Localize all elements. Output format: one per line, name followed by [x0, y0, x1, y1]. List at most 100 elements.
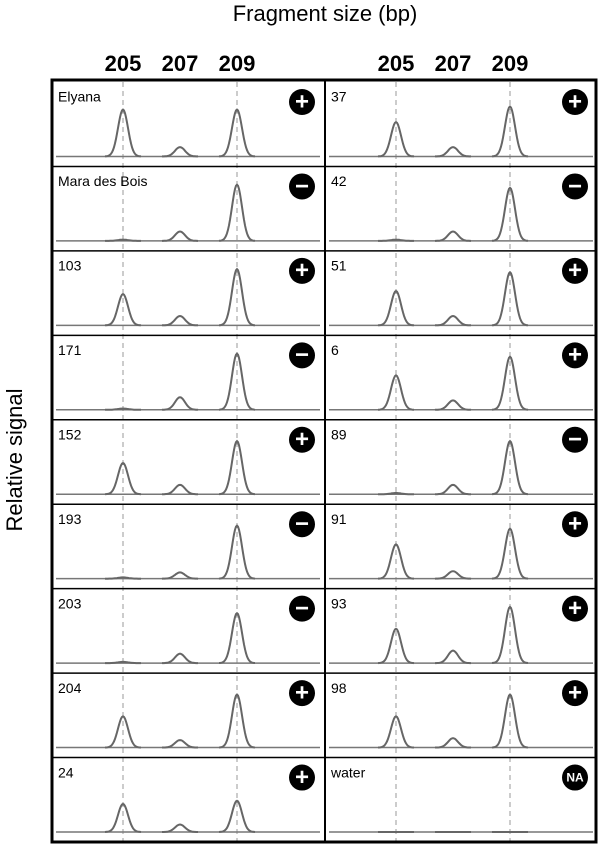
sample-label: water [330, 764, 366, 780]
peak [105, 576, 141, 580]
peak [105, 715, 141, 749]
call-symbol: + [295, 257, 309, 284]
peak [162, 146, 198, 158]
call-badge [289, 764, 315, 791]
call-badge [289, 426, 315, 453]
peak [378, 238, 414, 242]
call-symbol: + [568, 511, 582, 538]
peak [104, 108, 142, 158]
peak [492, 439, 528, 496]
peak [218, 524, 256, 580]
size-label: 205 [378, 51, 415, 76]
sample-label: Elyana [58, 89, 101, 105]
call-symbol: + [295, 679, 309, 706]
peak [377, 289, 415, 327]
call-badge [289, 595, 315, 622]
sample-label: 6 [331, 342, 339, 358]
call-badge [562, 342, 588, 369]
call-badge [562, 511, 588, 538]
peak [218, 693, 256, 749]
peak [491, 186, 529, 242]
peak [162, 230, 198, 242]
peak [491, 527, 529, 580]
size-label: 207 [162, 51, 199, 76]
call-symbol: + [295, 764, 309, 791]
peak [219, 439, 255, 496]
peak [162, 823, 198, 833]
peak [162, 739, 198, 749]
peak [105, 407, 141, 411]
call-symbol: − [568, 173, 582, 200]
peak [162, 483, 198, 496]
call-symbol: − [295, 173, 309, 200]
call-badge [562, 89, 588, 115]
call-badge [562, 426, 588, 453]
call-badge [289, 89, 315, 115]
call-badge [562, 764, 588, 791]
peak [491, 105, 529, 158]
call-badge [289, 680, 315, 707]
sample-label: 204 [58, 680, 82, 696]
call-badge [562, 680, 588, 707]
call-symbol: NA [566, 771, 584, 785]
peak [218, 183, 256, 242]
peak [162, 652, 198, 665]
peak [219, 267, 255, 327]
peak [105, 660, 141, 665]
peak [434, 399, 472, 411]
peak [161, 396, 199, 411]
call-badge [289, 511, 315, 538]
call-badge [562, 595, 588, 622]
call-symbol: + [568, 595, 582, 622]
sample-label: 93 [331, 595, 347, 611]
size-label: 205 [105, 51, 142, 76]
peak [491, 270, 529, 327]
peak [435, 230, 471, 242]
peak [161, 571, 199, 580]
sample-label: 203 [58, 595, 82, 611]
sample-label: 98 [331, 680, 347, 696]
call-symbol: + [295, 426, 309, 453]
peak [378, 374, 414, 411]
size-label: 209 [219, 51, 256, 76]
sample-label: 103 [58, 258, 82, 274]
peak [378, 543, 414, 580]
peak [378, 492, 414, 496]
call-symbol: + [568, 88, 582, 115]
peak [219, 611, 255, 664]
call-symbol: − [568, 426, 582, 453]
sample-label: 91 [331, 511, 347, 527]
call-symbol: − [295, 595, 309, 622]
call-symbol: + [295, 88, 309, 115]
call-badge [289, 257, 315, 284]
title: Fragment size (bp) [233, 1, 418, 26]
sample-label: 152 [58, 426, 82, 442]
call-symbol: + [568, 679, 582, 706]
call-symbol: − [295, 342, 309, 369]
peak [435, 737, 471, 749]
peak [434, 570, 472, 580]
call-symbol: − [295, 511, 309, 538]
peak [435, 146, 471, 158]
peak [377, 120, 415, 158]
y-label: Relative signal [2, 388, 27, 531]
call-symbol: + [568, 257, 582, 284]
sample-label: 42 [331, 173, 347, 189]
sample-label: 193 [58, 511, 82, 527]
call-badge [289, 342, 315, 369]
call-badge [289, 173, 315, 200]
sample-label: 37 [331, 89, 347, 105]
sample-label: Mara des Bois [58, 173, 147, 189]
peak [218, 108, 256, 158]
sample-label: 171 [58, 342, 82, 358]
peak [104, 802, 142, 833]
peak [218, 352, 256, 411]
peak [435, 649, 471, 665]
size-label: 207 [435, 51, 472, 76]
peak [105, 238, 141, 242]
peak [435, 314, 471, 327]
sample-label: 24 [58, 764, 74, 780]
sample-label: 51 [331, 258, 347, 274]
peak [491, 693, 529, 749]
